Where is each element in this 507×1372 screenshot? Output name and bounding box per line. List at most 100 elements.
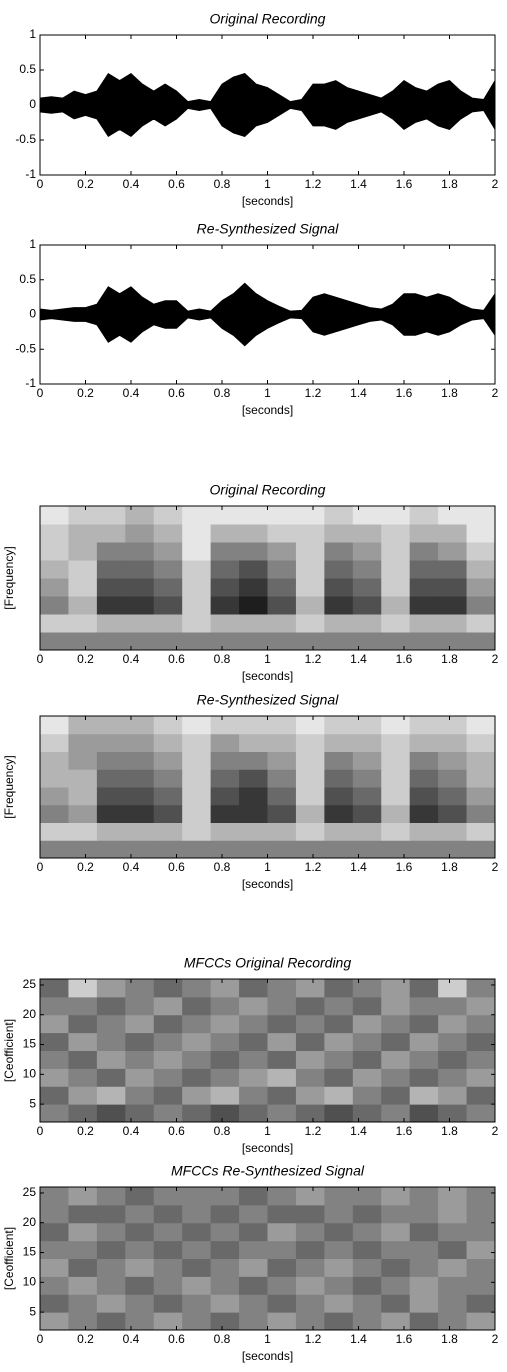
heatmap-cell xyxy=(409,787,439,806)
heatmap-cell xyxy=(352,560,382,579)
x-tick-label: 0 xyxy=(37,652,44,666)
heatmap-cell xyxy=(68,1312,98,1331)
x-axis-label: [seconds] xyxy=(242,1141,293,1155)
x-tick-label: 1.4 xyxy=(350,1332,367,1346)
heatmap-cell xyxy=(68,1104,98,1123)
heatmap-cell xyxy=(438,1086,468,1105)
heatmap-cell xyxy=(182,1086,212,1105)
heatmap-cell xyxy=(210,1276,240,1295)
heatmap-cell xyxy=(96,733,126,752)
heatmap-cell xyxy=(153,506,183,525)
heatmap-cell xyxy=(438,1014,468,1034)
heatmap-cell xyxy=(182,1068,212,1087)
heatmap-cell xyxy=(381,804,411,823)
heatmap-cell xyxy=(352,542,382,561)
heatmap-cell xyxy=(239,769,268,788)
x-tick-label: 0.8 xyxy=(214,1124,231,1138)
heatmap-cell xyxy=(381,1187,411,1206)
heatmap-cell xyxy=(96,578,126,597)
heatmap-cell xyxy=(352,506,382,525)
heatmap-cell xyxy=(125,733,155,752)
heatmap-cell xyxy=(381,787,411,806)
heatmap-cell xyxy=(210,1312,240,1331)
heatmap-cell xyxy=(40,751,69,770)
heatmap-cell xyxy=(324,542,354,561)
heatmap-cell xyxy=(182,804,212,823)
heatmap-cell xyxy=(352,751,382,770)
heatmap-cell xyxy=(438,787,468,806)
x-tick-label: 2 xyxy=(492,652,499,666)
heatmap-cell xyxy=(438,1294,468,1313)
heatmap-cell xyxy=(182,614,212,633)
heatmap-cell xyxy=(68,787,98,806)
heatmap-cell xyxy=(239,1222,268,1242)
heatmap-cell xyxy=(153,1068,183,1087)
heatmap-cell xyxy=(409,1014,439,1034)
x-tick-label: 1.2 xyxy=(305,386,322,400)
heatmap-cell xyxy=(182,1032,212,1051)
x-tick-label: 0.8 xyxy=(214,652,231,666)
x-tick-label: 2 xyxy=(492,1124,499,1138)
heatmap-cell xyxy=(210,596,240,615)
chart-title: Re-Synthesized Signal xyxy=(197,692,340,708)
heatmap-cell xyxy=(267,716,297,735)
heatmap-cell xyxy=(324,1187,354,1206)
heatmap-cell xyxy=(267,996,297,1016)
heatmap-cell xyxy=(125,1050,155,1069)
heatmap-cell xyxy=(182,1050,212,1069)
x-tick-label: 0.6 xyxy=(168,1124,185,1138)
heatmap-cell xyxy=(267,542,297,561)
heatmap-cell xyxy=(239,996,268,1016)
x-tick-label: 0.8 xyxy=(214,386,231,400)
heatmap-cell xyxy=(153,1312,183,1331)
heatmap-cell xyxy=(182,769,212,788)
heatmap-cell xyxy=(381,1204,411,1224)
heatmap-cell xyxy=(68,1050,98,1069)
heatmap-cell xyxy=(96,1014,126,1034)
heatmap-cell xyxy=(324,1258,354,1277)
heatmap-cell xyxy=(409,1240,439,1259)
heatmap-cell xyxy=(125,787,155,806)
heatmap-cell xyxy=(239,1104,268,1123)
heatmap-cell xyxy=(381,1050,411,1069)
heatmap-cell xyxy=(96,1240,126,1259)
heatmap-cell xyxy=(96,1222,126,1242)
waveform-envelope xyxy=(39,104,496,138)
heatmap-cell xyxy=(125,1294,155,1313)
chart-title: MFCCs Original Recording xyxy=(184,955,351,971)
heatmap-cell xyxy=(466,840,496,859)
heatmap-cell xyxy=(125,596,155,615)
heatmap-cell xyxy=(267,1068,297,1087)
heatmap-cell xyxy=(96,1104,126,1123)
y-tick-label: 1 xyxy=(29,237,36,251)
heatmap-cell xyxy=(295,596,325,615)
heatmap-cell xyxy=(153,979,183,998)
heatmap-cell xyxy=(352,716,382,735)
heatmap-cell xyxy=(96,751,126,770)
heatmap-cell xyxy=(295,996,325,1016)
heatmap-cell xyxy=(295,1258,325,1277)
heatmap-cell xyxy=(295,506,325,525)
heatmap-cell xyxy=(182,1104,212,1123)
heatmap-cell xyxy=(210,1204,240,1224)
heatmap-cell xyxy=(40,560,69,579)
heatmap-cell xyxy=(153,1032,183,1051)
heatmap-cell xyxy=(352,1050,382,1069)
heatmap-cell xyxy=(295,769,325,788)
x-tick-label: 1.6 xyxy=(396,177,413,191)
heatmap-cell xyxy=(438,1204,468,1224)
heatmap-cell xyxy=(267,1204,297,1224)
heatmap-cell xyxy=(153,578,183,597)
chart-title: Re-Synthesized Signal xyxy=(197,221,340,237)
heatmap-cell xyxy=(381,733,411,752)
heatmap-cell xyxy=(352,1032,382,1051)
x-tick-label: 0.2 xyxy=(77,1332,94,1346)
heatmap-cell xyxy=(324,1050,354,1069)
heatmap-cell xyxy=(267,733,297,752)
heatmap-cell xyxy=(68,1032,98,1051)
heatmap-cell xyxy=(381,596,411,615)
heatmap-cell xyxy=(352,1086,382,1105)
heatmap-cell xyxy=(210,1050,240,1069)
x-tick-label: 0.8 xyxy=(214,860,231,874)
heatmap-cell xyxy=(267,1258,297,1277)
